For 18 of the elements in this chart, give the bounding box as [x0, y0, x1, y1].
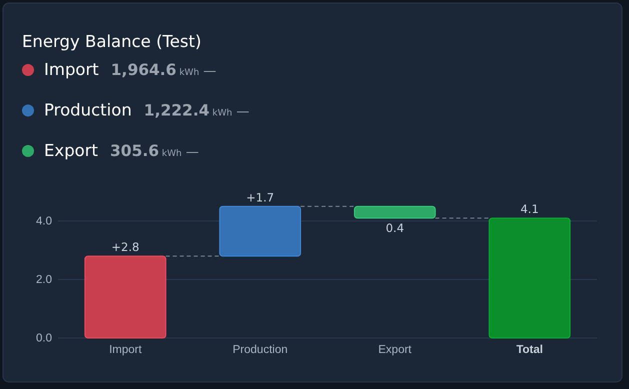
x-tick-label: Import [109, 344, 142, 356]
data-label: 0.4 [386, 221, 404, 236]
y-tick-label: 2.0 [36, 274, 52, 286]
y-tick-label: 4.0 [36, 216, 52, 228]
text: 305.6 kWh — [110, 142, 199, 160]
data-label: 4.1 [520, 202, 539, 216]
category-label: Import [44, 60, 99, 79]
text: 1,222.4 kWh — [144, 102, 250, 120]
data-label: +2.8 [111, 240, 140, 254]
category-label: Export [44, 141, 98, 160]
x-tick-label: Total [516, 344, 543, 356]
x-tick-label: Production [232, 344, 288, 356]
y-tick-label: 0.0 [36, 332, 52, 345]
text: 1,964.6 kWh — [110, 61, 216, 79]
x-tick-label: Export [378, 344, 412, 356]
category-label: Production [44, 100, 132, 120]
chart-title: Energy Balance (Test) [22, 32, 202, 51]
data-label: +1.7 [246, 190, 274, 204]
